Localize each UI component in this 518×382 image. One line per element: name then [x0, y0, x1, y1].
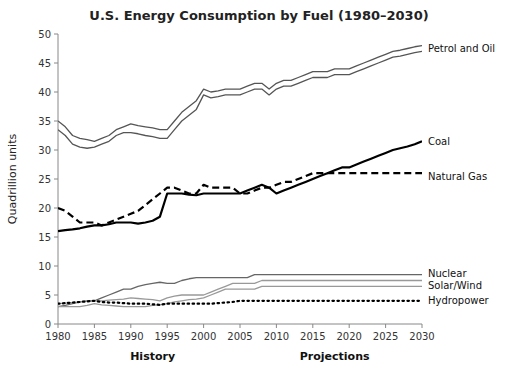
line-label: Hydropower	[428, 295, 490, 306]
x-tick-label: 2015	[300, 331, 325, 342]
axes: 0510152025303540455019801985199019952000…	[38, 29, 434, 343]
annotations: History Projections Petrol and Oil Coal Natu…	[130, 43, 495, 363]
y-tick-label: 45	[38, 58, 51, 69]
x-tick	[349, 324, 350, 328]
y-tick	[54, 179, 58, 180]
y-tick-label: 50	[38, 29, 51, 40]
y-tick-label: 15	[38, 232, 51, 243]
x-tick-label: 2025	[373, 331, 398, 342]
axis-annotation: Projections	[300, 350, 370, 363]
x-tick	[203, 324, 204, 328]
x-tick-label: 2010	[264, 331, 289, 342]
y-tick-label: 40	[38, 87, 51, 98]
x-tick-label: 1980	[45, 331, 70, 342]
x-tick	[385, 324, 386, 328]
line-label: Petrol and Oil	[428, 43, 495, 54]
series-line	[58, 301, 422, 305]
x-tick-label: 2000	[191, 331, 216, 342]
x-tick-label: 1990	[118, 331, 143, 342]
y-tick	[54, 150, 58, 151]
axis-annotation: History	[130, 350, 175, 363]
series-line	[58, 286, 422, 306]
line-label: Nuclear	[428, 268, 467, 279]
x-tick	[94, 324, 95, 328]
x-tick	[312, 324, 313, 328]
y-tick-label: 30	[38, 145, 51, 156]
line-label: Natural Gas	[428, 171, 487, 182]
y-tick	[54, 34, 58, 35]
y-tick	[54, 92, 58, 93]
series-line	[58, 173, 422, 225]
series-line	[58, 46, 422, 142]
y-tick-label: 25	[38, 174, 51, 185]
y-tick	[54, 63, 58, 64]
y-tick-label: 20	[38, 203, 51, 214]
y-tick-label: 5	[45, 290, 51, 301]
x-tick-label: 1985	[82, 331, 107, 342]
line-label: Solar/Wind	[428, 280, 482, 291]
y-tick-label: 0	[45, 319, 51, 330]
x-tick	[276, 324, 277, 328]
title: U.S. Energy Consumption by Fuel (1980–20…	[89, 8, 428, 23]
x-tick-label: 2030	[409, 331, 434, 342]
y-axis-label: Quadrillion units	[6, 134, 19, 225]
series-line	[58, 51, 422, 148]
x-tick	[240, 324, 241, 328]
x-tick-label: 1995	[154, 331, 179, 342]
series-line	[58, 275, 422, 307]
x-tick-label: 2005	[227, 331, 252, 342]
series-line	[58, 141, 422, 231]
y-tick	[54, 237, 58, 238]
chart: U.S. Energy Consumption by Fuel (1980–20…	[0, 0, 518, 382]
y-tick-label: 35	[38, 116, 51, 127]
y-tick	[54, 324, 58, 325]
y-tick	[54, 208, 58, 209]
x-tick-label: 2020	[336, 331, 361, 342]
x-tick	[58, 324, 59, 328]
x-tick	[130, 324, 131, 328]
line-label: Coal	[428, 136, 450, 147]
y-tick	[54, 121, 58, 122]
plot-area	[58, 46, 422, 307]
x-tick	[167, 324, 168, 328]
y-tick	[54, 266, 58, 267]
y-tick	[54, 295, 58, 296]
y-tick-label: 10	[38, 261, 51, 272]
x-tick	[422, 324, 423, 328]
